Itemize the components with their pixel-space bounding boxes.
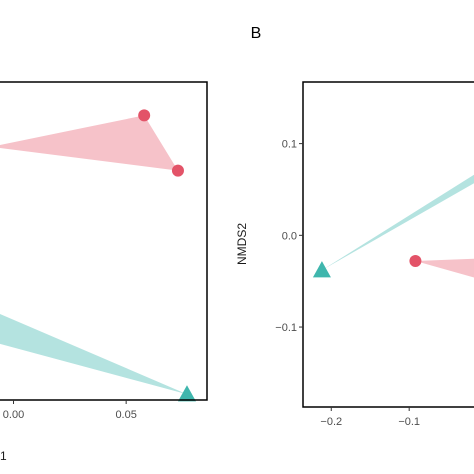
- x-tick-label: −0.1: [398, 416, 420, 428]
- markers: [138, 109, 196, 402]
- plot-frame: [0, 81, 208, 401]
- markers: [312, 255, 422, 278]
- panel-label: B: [251, 25, 262, 42]
- x-axis-ticks: 0.00 0.05: [3, 400, 137, 421]
- hulls: [0, 115, 187, 395]
- data-point: [171, 164, 184, 177]
- y-axis-ticks: 0.1 0.0 −0.1: [275, 139, 303, 334]
- panel-a: 0.00 0.05 1: [0, 81, 208, 463]
- group-hull: [0, 115, 178, 171]
- group-hull: [321, 174, 474, 271]
- y-tick-label: 0.0: [282, 230, 297, 242]
- x-axis-label: 1: [0, 449, 7, 463]
- y-tick-label: 0.1: [282, 139, 297, 151]
- data-point: [138, 109, 151, 122]
- group-hull: [415, 258, 474, 278]
- plot-frame: [302, 81, 474, 408]
- y-tick-label: −0.1: [275, 322, 297, 334]
- x-tick-label: −0.2: [320, 416, 342, 428]
- panel-b: −0.2 −0.1 0.1 0.0 −0.1 NMDS2 B: [235, 25, 474, 428]
- x-axis-ticks: −0.2 −0.1: [320, 407, 420, 428]
- group-hull: [0, 313, 187, 395]
- y-axis-label: NMDS2: [235, 223, 249, 265]
- data-point: [177, 385, 196, 402]
- x-tick-label: 0.05: [115, 409, 136, 421]
- data-point: [312, 261, 331, 278]
- data-point: [409, 255, 422, 268]
- hulls: [321, 174, 474, 278]
- x-tick-label: 0.00: [3, 409, 24, 421]
